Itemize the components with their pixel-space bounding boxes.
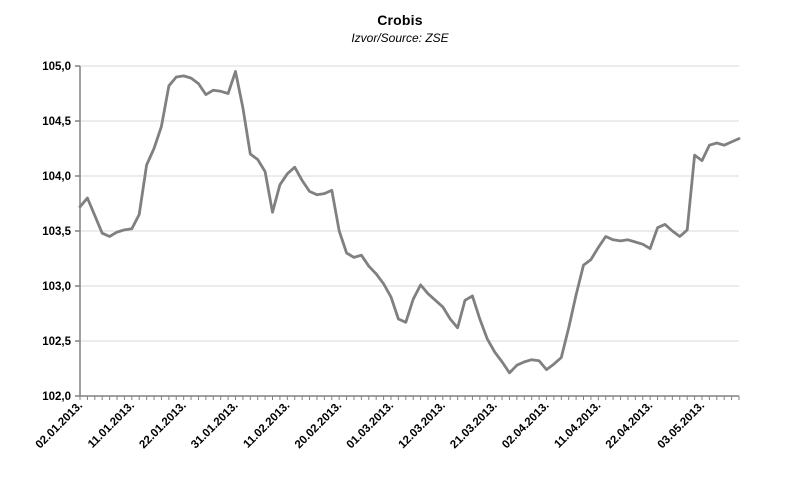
- chart-subtitle: Izvor/Source: ZSE: [351, 31, 449, 45]
- svg-text:11.04.2013.: 11.04.2013.: [552, 400, 603, 451]
- price-line-series: [78, 70, 741, 375]
- svg-text:11.01.2013.: 11.01.2013.: [86, 400, 137, 451]
- crobis-series-line: [78, 70, 741, 375]
- svg-text:11.02.2013.: 11.02.2013.: [241, 400, 292, 451]
- svg-text:21.03.2013.: 21.03.2013.: [448, 400, 499, 451]
- y-gridlines: [80, 65, 739, 342]
- svg-text:22.04.2013.: 22.04.2013.: [604, 400, 655, 451]
- x-tick-labels: 02.01.2013. 11.01.2013. 22.01.2013. 31.01.2…: [34, 400, 707, 451]
- svg-text:22.01.2013.: 22.01.2013.: [137, 400, 188, 451]
- svg-text:31.01.2013.: 31.01.2013.: [189, 400, 240, 451]
- svg-text:02.01.2013.: 02.01.2013.: [34, 400, 85, 451]
- svg-text:03.05.2013.: 03.05.2013.: [656, 400, 707, 451]
- svg-text:102,0: 102,0: [42, 391, 71, 403]
- svg-text:02.04.2013.: 02.04.2013.: [500, 400, 551, 451]
- chart-title: Crobis: [377, 12, 423, 28]
- svg-text:105,0: 105,0: [42, 61, 71, 73]
- svg-text:01.03.2013.: 01.03.2013.: [345, 400, 396, 451]
- y-axis: [75, 65, 81, 397]
- svg-text:12.03.2013.: 12.03.2013.: [396, 400, 447, 451]
- svg-text:103,0: 103,0: [42, 281, 71, 293]
- svg-text:103,5: 103,5: [42, 226, 71, 238]
- svg-text:104,0: 104,0: [42, 171, 71, 183]
- y-tick-labels: 105,0 104,5 104,0 103,5 103,0 102,5 102,0: [42, 61, 71, 403]
- svg-text:20.02.2013.: 20.02.2013.: [293, 400, 344, 451]
- svg-text:102,5: 102,5: [42, 336, 71, 348]
- x-tick-marks: [79, 396, 740, 400]
- svg-text:104,5: 104,5: [42, 116, 71, 128]
